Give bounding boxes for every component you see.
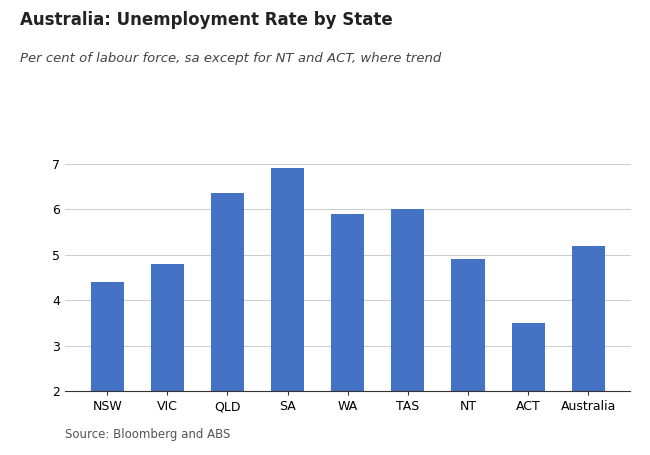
Text: Source: Bloomberg and ABS: Source: Bloomberg and ABS bbox=[65, 428, 230, 441]
Bar bbox=[271, 168, 304, 455]
Text: Per cent of labour force, sa except for NT and ACT, where trend: Per cent of labour force, sa except for … bbox=[20, 52, 441, 66]
Bar bbox=[452, 259, 484, 455]
Text: Australia: Unemployment Rate by State: Australia: Unemployment Rate by State bbox=[20, 11, 392, 30]
Bar bbox=[211, 193, 244, 455]
Bar bbox=[391, 209, 424, 455]
Bar bbox=[91, 282, 124, 455]
Bar bbox=[512, 323, 545, 455]
Bar bbox=[332, 214, 364, 455]
Bar bbox=[151, 264, 184, 455]
Bar bbox=[572, 246, 604, 455]
